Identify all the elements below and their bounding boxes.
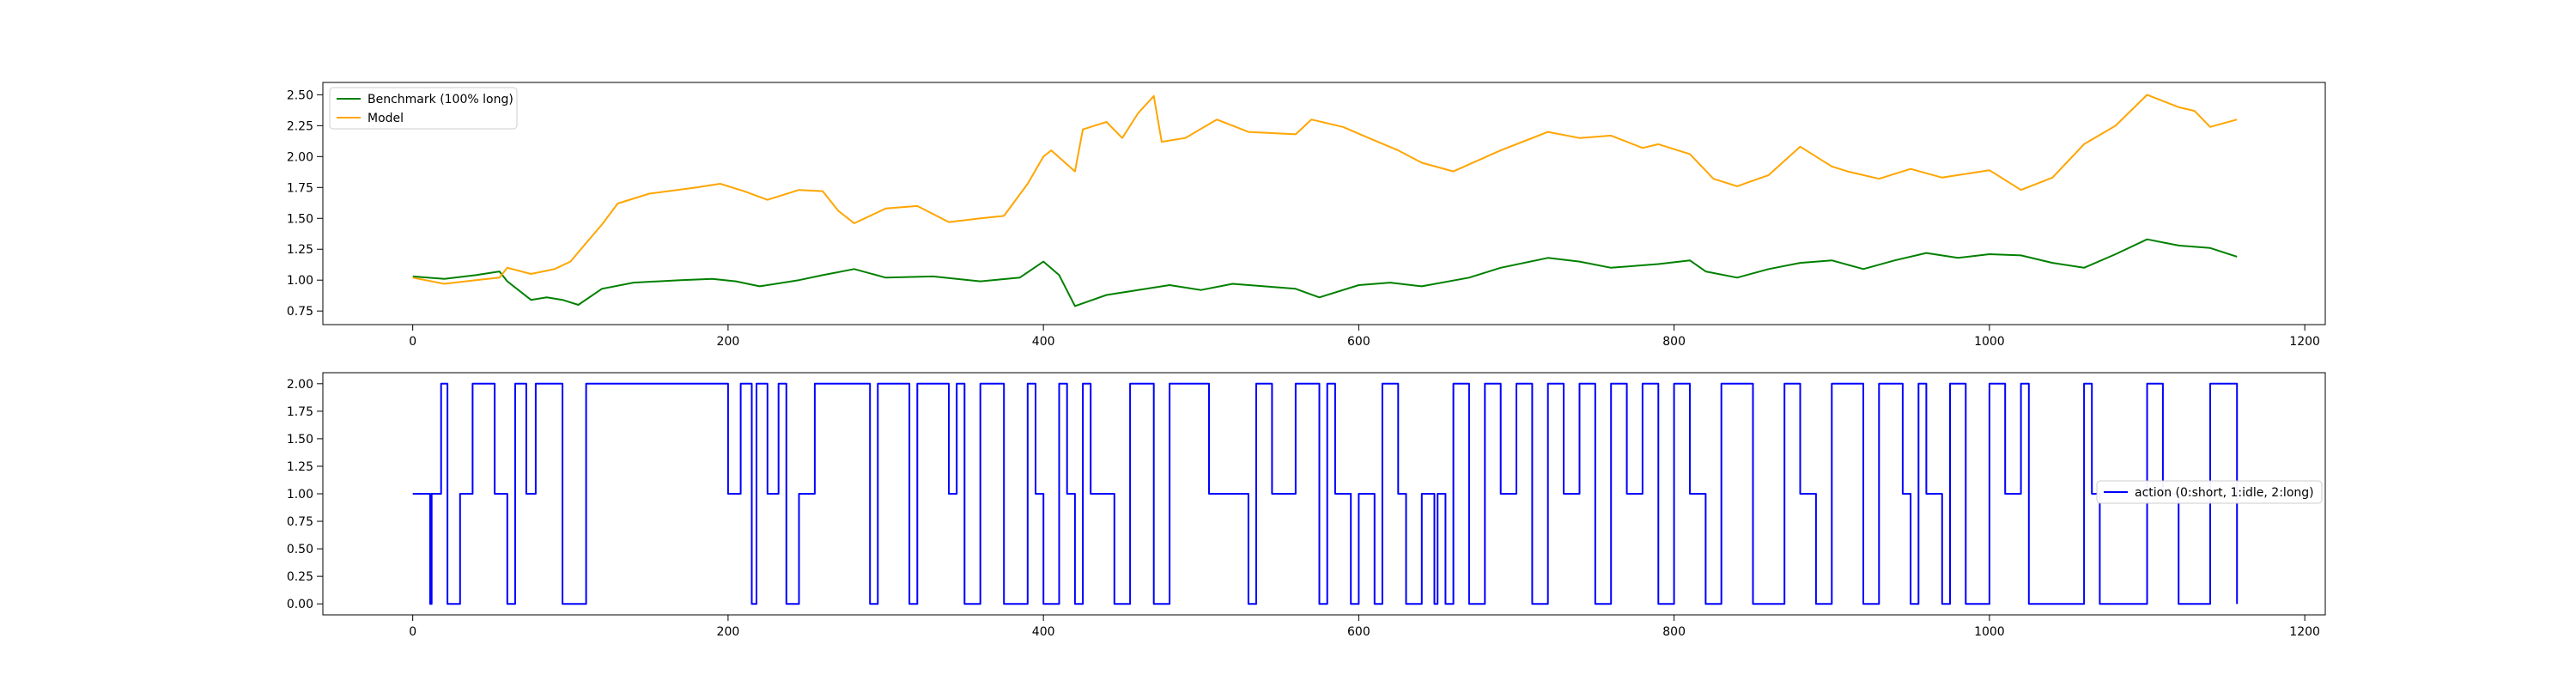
- top-chart-axes: 0 200 400 600 800 1000 1200 0.75 1.00 1.25 1.50 1.7…: [287, 82, 2326, 349]
- series-line-0: [412, 238, 2238, 307]
- y-tick-label: 1.75: [287, 405, 313, 419]
- series-line-0: [412, 382, 2239, 605]
- legend-label: action (0:short, 1:idle, 2:long): [2135, 486, 2314, 500]
- y-tick-label: 2.25: [287, 119, 313, 133]
- y-tick-label: 1.50: [287, 212, 313, 226]
- y-tick-label: 2.00: [287, 150, 313, 164]
- plot-frame: [322, 82, 2326, 325]
- x-tick-label: 400: [1032, 625, 1055, 639]
- y-tick-label: 0.50: [287, 543, 313, 556]
- x-tick-label: 800: [1662, 335, 1686, 349]
- y-tick-label: 2.00: [287, 378, 313, 392]
- y-tick-label: 1.00: [287, 274, 313, 288]
- y-tick-label: 0.75: [287, 305, 313, 319]
- y-tick-label: 1.25: [287, 243, 313, 257]
- x-tick-label: 1200: [2289, 335, 2320, 349]
- x-tick-label: 0: [409, 625, 416, 639]
- y-tick-label: 0.75: [287, 515, 313, 529]
- x-tick-label: 600: [1347, 625, 1370, 639]
- y-tick-label: 1.00: [287, 488, 313, 502]
- x-tick-label: 0: [409, 335, 416, 349]
- x-tick-label: 200: [717, 335, 740, 349]
- x-tick-label: 400: [1032, 335, 1055, 349]
- bottom-chart-axes: 0 200 400 600 800 1000 1200 0.00 0.25 0.50 0.75 1.0…: [287, 372, 2326, 639]
- series-line-1: [412, 94, 2238, 285]
- y-tick-label: 1.50: [287, 433, 313, 447]
- x-tick-label: 1000: [1974, 625, 2005, 639]
- x-tick-label: 200: [717, 625, 740, 639]
- legend-box: [2096, 480, 2323, 504]
- x-tick-label: 1000: [1974, 335, 2005, 349]
- legend-box: [329, 87, 518, 130]
- legend-label: Model: [368, 112, 404, 125]
- x-tick-label: 1200: [2289, 625, 2320, 639]
- y-tick-label: 1.25: [287, 460, 313, 474]
- plot-frame: [322, 372, 2326, 616]
- legend-label: Benchmark (100% long): [368, 93, 513, 106]
- x-tick-label: 600: [1347, 335, 1370, 349]
- x-tick-label: 800: [1662, 625, 1686, 639]
- y-tick-label: 0.25: [287, 570, 313, 584]
- y-tick-label: 1.75: [287, 181, 313, 195]
- y-tick-label: 2.50: [287, 88, 313, 102]
- y-tick-label: 0.00: [287, 598, 313, 611]
